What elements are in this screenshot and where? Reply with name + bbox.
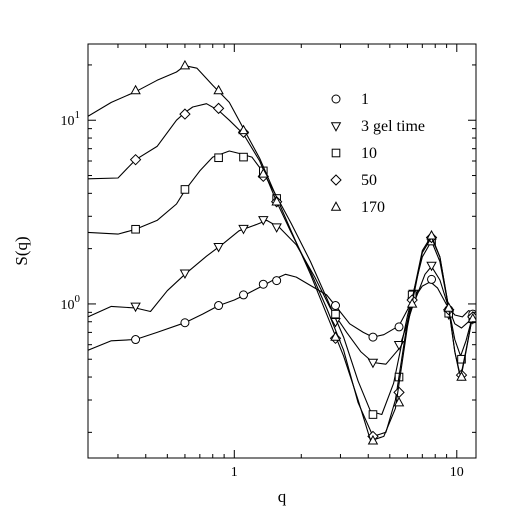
legend-label-1: 1 — [361, 91, 369, 108]
data-point-s5-12 — [443, 302, 454, 312]
data-point-s3-7 — [331, 309, 340, 319]
data-point-s2-2 — [179, 269, 191, 280]
legend-item-3: 10 — [331, 145, 377, 162]
data-point-s2-6 — [271, 223, 282, 233]
series-4 — [88, 102, 476, 443]
data-point-s4-3 — [212, 102, 225, 115]
legend-marker-1 — [331, 94, 341, 104]
data-point-s1-8 — [368, 332, 378, 342]
series-line-4 — [88, 103, 475, 437]
data-point-s1-2 — [180, 318, 190, 328]
x-axis-label: q — [278, 487, 287, 506]
legend-item-4: 50 — [330, 172, 377, 189]
data-point-s5-2 — [179, 59, 191, 70]
x-tick-label-0: 1 — [231, 465, 238, 480]
data-point-s3-3 — [214, 153, 223, 163]
data-point-s2-4 — [238, 224, 249, 235]
data-point-s1-11 — [427, 274, 437, 284]
data-point-s3-8 — [368, 410, 378, 419]
data-point-s1-4 — [239, 290, 249, 300]
data-point-s4-1 — [129, 153, 142, 166]
legend-marker-2 — [330, 122, 342, 132]
legend-marker-3 — [331, 148, 341, 158]
legend-item-5: 170 — [330, 199, 385, 216]
data-point-s4-2 — [179, 108, 191, 120]
data-point-s2-11 — [426, 261, 437, 272]
data-point-s1-6 — [272, 276, 282, 286]
plot-frame — [87, 43, 477, 459]
x-tick-label-1: 10 — [450, 465, 464, 480]
axis-ticks-layer — [88, 44, 476, 458]
data-point-s5-3 — [213, 84, 224, 95]
data-point-s5-9 — [393, 396, 405, 407]
tick-labels-layer: 1 10 100 101 — [61, 109, 464, 480]
data-point-s3-1 — [131, 224, 140, 234]
data-point-s2-5 — [258, 216, 269, 226]
data-point-s2-3 — [213, 242, 224, 253]
data-point-s2-8 — [367, 358, 379, 369]
series-5 — [88, 59, 476, 445]
data-point-s1-1 — [131, 335, 141, 345]
y-tick-label-0: 100 — [61, 293, 81, 313]
data-point-s2-1 — [130, 302, 141, 313]
legend-item-2: 3 gel time — [330, 118, 425, 135]
data-point-s5-4 — [238, 124, 249, 135]
data-point-s5-13 — [456, 371, 467, 381]
data-point-s5-5 — [258, 168, 269, 178]
data-point-s1-7 — [330, 301, 340, 311]
plot-series-layer — [88, 59, 476, 445]
data-point-s3-4 — [239, 152, 248, 162]
data-point-s1-5 — [258, 279, 268, 289]
legend-marker-5 — [330, 201, 342, 211]
series-2 — [88, 216, 476, 369]
legend-marker-4 — [330, 174, 342, 186]
data-point-s5-8 — [367, 434, 379, 445]
series-1 — [88, 273, 476, 351]
data-point-s5-1 — [130, 84, 141, 95]
series-3 — [88, 150, 476, 419]
data-point-s3-13 — [457, 354, 466, 364]
y-tick-label-1: 101 — [61, 109, 81, 129]
data-point-s1-9 — [394, 322, 404, 332]
series-line-1 — [88, 273, 475, 351]
series-line-2 — [88, 219, 475, 365]
data-point-s5-6 — [271, 195, 282, 206]
y-axis-label: S(q) — [12, 236, 31, 265]
legend: 1 3 gel time 10 50 170 — [330, 91, 425, 216]
legend-label-4: 50 — [361, 172, 377, 189]
data-point-s5-7 — [330, 331, 341, 341]
data-point-s5-11 — [426, 229, 437, 240]
legend-item-1: 1 — [331, 91, 369, 108]
data-point-s5-10 — [406, 298, 418, 308]
legend-label-3: 10 — [361, 145, 377, 162]
legend-label-5: 170 — [361, 199, 385, 216]
data-point-s3-2 — [180, 185, 190, 194]
legend-label-2: 3 gel time — [361, 118, 425, 135]
data-point-s1-3 — [214, 301, 224, 311]
